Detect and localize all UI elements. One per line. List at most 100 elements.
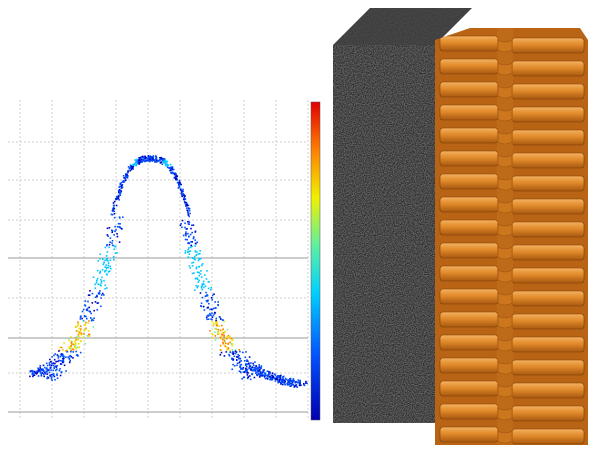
scatter-dot — [198, 266, 200, 268]
scatter-dot — [186, 207, 188, 209]
scatter-dot — [152, 160, 154, 162]
scatter-dot — [198, 280, 200, 282]
scatter-dot — [62, 349, 64, 351]
scatter-dot — [105, 285, 107, 287]
scatter-dot — [121, 185, 123, 187]
fin — [440, 36, 498, 51]
scatter-dot — [42, 372, 44, 374]
scatter-dot — [192, 257, 194, 259]
scatter-dot — [236, 356, 238, 358]
scatter-dot — [132, 166, 134, 168]
scatter-dot — [233, 359, 235, 361]
scatter-dot — [267, 375, 269, 377]
scatter-dot — [184, 202, 186, 204]
fin — [440, 381, 498, 396]
scatter-dot — [108, 247, 110, 249]
scatter-dot — [186, 239, 188, 241]
scatter-dot — [188, 256, 190, 258]
scatter-dot — [263, 372, 265, 374]
scatter-dot — [142, 156, 144, 158]
scatter-dot — [193, 237, 195, 239]
scatter-dot — [49, 372, 51, 374]
scatter-dot — [78, 347, 80, 349]
scatter-dot — [215, 320, 217, 322]
scatter-dot — [191, 232, 193, 234]
scatter-dot — [51, 356, 53, 358]
scatter-dot — [56, 369, 58, 371]
scatter-dot — [190, 247, 192, 249]
scatter-dot — [204, 274, 206, 276]
fin — [512, 38, 584, 53]
scatter-dot — [199, 275, 201, 277]
scatter-dot — [76, 336, 78, 338]
scatter-dot — [218, 333, 220, 335]
scatter-dot — [105, 247, 107, 249]
fin — [440, 197, 498, 212]
scatter-dot — [236, 364, 238, 366]
scatter-dot — [228, 354, 230, 356]
scatter-dot — [141, 161, 143, 163]
scatter-dot — [232, 349, 234, 351]
fin — [440, 404, 498, 419]
scatter-dot — [117, 236, 119, 238]
scatter-dot — [199, 250, 201, 252]
scatter-dot — [189, 243, 191, 245]
scatter-dot — [228, 348, 230, 350]
scatter-dot — [269, 376, 271, 378]
scatter-dot — [63, 360, 65, 362]
scatter-dot — [303, 383, 305, 385]
scatter-dot — [239, 370, 241, 372]
scatter-dot — [193, 272, 195, 274]
scatter-dot — [186, 228, 188, 230]
scatter-dot — [113, 205, 115, 207]
scatter-dot — [71, 345, 73, 347]
scatter-dot — [119, 189, 121, 191]
scatter-dot — [179, 180, 181, 182]
scatter-dot — [210, 289, 212, 291]
scatter-dot — [224, 340, 226, 342]
scatter-dot — [185, 233, 187, 235]
scatter-dot — [71, 342, 73, 344]
scatter-dot — [87, 301, 89, 303]
scatter-dot — [202, 284, 204, 286]
scatter-dot — [217, 305, 219, 307]
scatter-dot — [244, 360, 246, 362]
scatter-dot — [207, 307, 209, 309]
scatter-dot — [65, 350, 67, 352]
scatter-dot — [241, 364, 243, 366]
scatter-dot — [88, 320, 90, 322]
scatter-dot — [69, 346, 71, 348]
scatter-dot — [242, 352, 244, 354]
scatter-dot — [70, 336, 72, 338]
scatter-dot — [284, 382, 286, 384]
scatter-dot — [84, 304, 86, 306]
scatter-dot — [99, 290, 101, 292]
scatter-dot — [99, 293, 101, 295]
scatter-dot — [97, 302, 99, 304]
scatter-dot — [175, 177, 177, 179]
scatter-dot — [72, 344, 74, 346]
scatter-dot — [153, 159, 155, 161]
scatter-dot — [123, 177, 125, 179]
scatter-dot — [101, 282, 103, 284]
scatter-dot — [113, 248, 115, 250]
fin — [512, 245, 584, 260]
scatter-dot — [208, 318, 210, 320]
scatter-dot — [107, 260, 109, 262]
scatter-dot — [93, 276, 95, 278]
scatter-dot — [190, 245, 192, 247]
scatter-dot — [75, 339, 77, 341]
scatter-dot — [239, 366, 241, 368]
scatter-dot — [275, 374, 277, 376]
fin — [440, 220, 498, 235]
fin — [440, 105, 498, 120]
scatter-dot — [82, 311, 84, 313]
fin — [440, 128, 498, 143]
scatter-dot — [246, 364, 248, 366]
scatter-dot — [77, 339, 79, 341]
scatter-dot — [78, 343, 80, 345]
scatter-dot — [181, 194, 183, 196]
scatter-dot — [118, 223, 120, 225]
scatter-dot — [216, 323, 218, 325]
scatter-dot — [277, 375, 279, 377]
